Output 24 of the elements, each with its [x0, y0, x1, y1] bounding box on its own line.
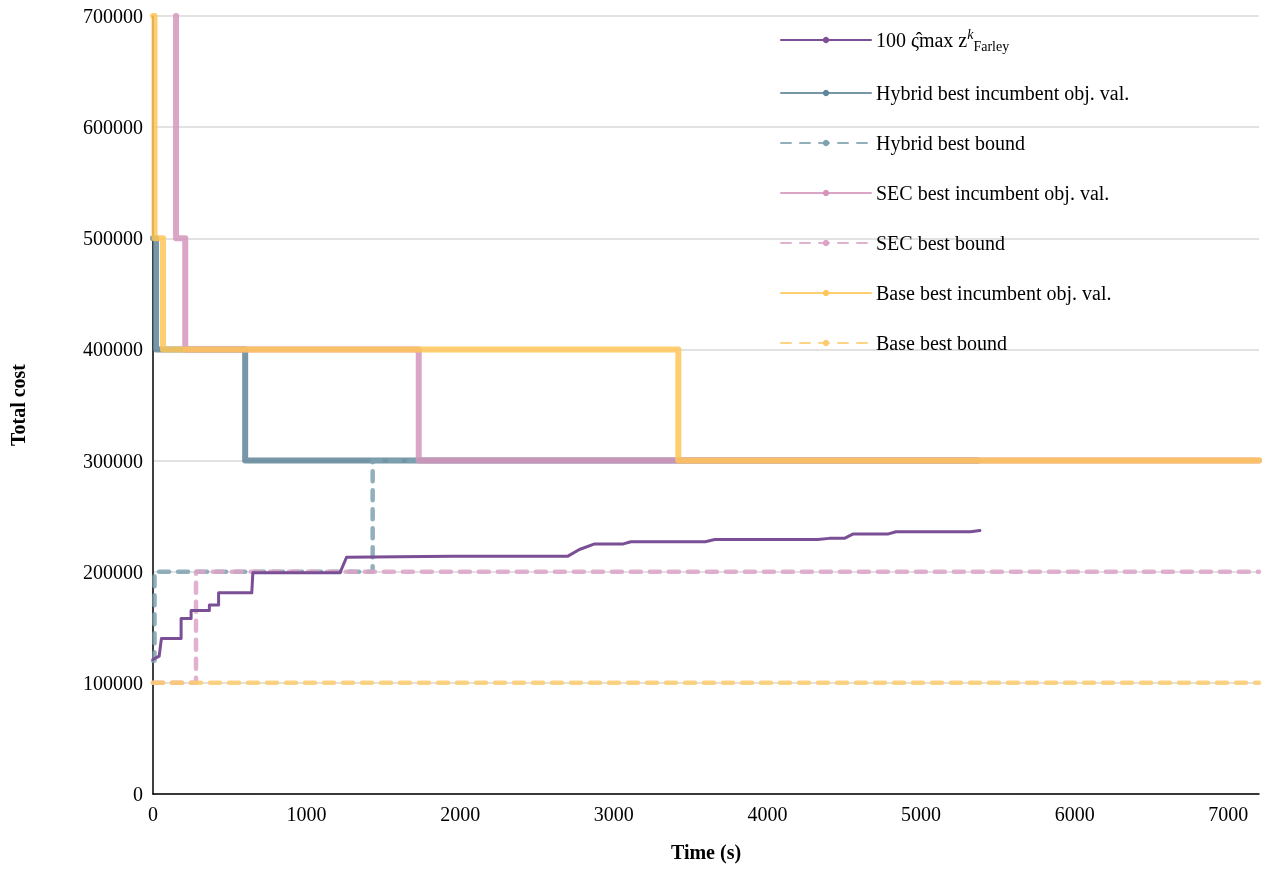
y-tick-label: 200000: [83, 560, 143, 583]
y-tick-label: 500000: [83, 227, 143, 250]
x-tick-label: 2000: [440, 803, 481, 825]
x-tick-label: 5000: [901, 803, 942, 825]
x-tick-label: 3000: [593, 803, 634, 825]
y-tick-label: 300000: [83, 449, 143, 472]
legend-label: Hybrid best bound: [876, 132, 1025, 155]
legend-label: Hybrid best incumbent obj. val.: [876, 82, 1130, 105]
x-tick-label: 0: [148, 803, 158, 825]
y-tick-label: 600000: [83, 116, 143, 139]
y-tick-label: 700000: [83, 5, 143, 27]
x-tick-label: 4000: [747, 803, 788, 825]
y-tick-label: 0: [133, 783, 143, 805]
legend-label: SEC best incumbent obj. val.: [876, 182, 1110, 205]
legend-label: Base best incumbent obj. val.: [876, 282, 1112, 305]
legend-label: Base best bound: [876, 332, 1008, 354]
y-tick-label: 100000: [83, 671, 143, 694]
x-tick-label: 1000: [286, 803, 327, 825]
x-axis-title: Time (s): [670, 841, 742, 864]
x-tick-label: 7000: [1208, 803, 1249, 825]
y-tick-label: 400000: [83, 338, 143, 361]
x-tick-label: 6000: [1054, 803, 1095, 825]
legend-label: SEC best bound: [876, 232, 1005, 254]
y-axis-title: Total cost: [7, 363, 29, 447]
